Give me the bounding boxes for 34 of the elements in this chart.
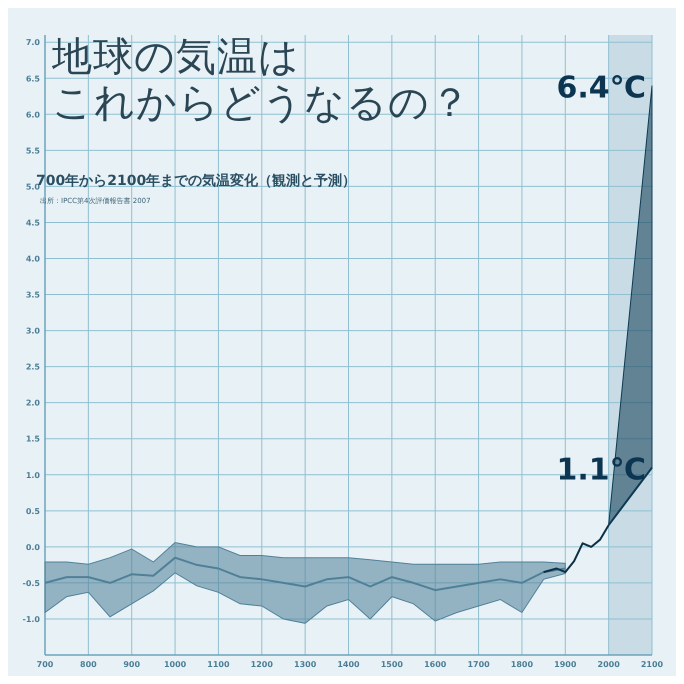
x-tick-label: 1500 <box>380 660 404 669</box>
y-tick-label: 2.5 <box>26 362 40 372</box>
y-tick-label: 2.0 <box>26 398 40 408</box>
x-tick-label: 1700 <box>467 660 490 669</box>
annotation: 6.4℃ <box>556 70 646 106</box>
text: 地球の気温はこれからどうなるの？ <box>52 34 472 126</box>
x-tick-label: 800 <box>80 660 98 669</box>
x-tick-label: 1800 <box>510 660 534 669</box>
y-tick-label: 7.0 <box>26 38 40 48</box>
y-tick-label: 1.5 <box>26 434 40 444</box>
y-tick-label: 5.0 <box>26 182 40 192</box>
x-tick-label: 2000 <box>598 660 620 669</box>
x-tick-label: 1600 <box>424 660 447 669</box>
y-tick-label: 4.5 <box>26 218 40 228</box>
y-tick-label: 0.5 <box>26 506 40 516</box>
x-tick-label: 1100 <box>207 660 230 669</box>
x-tick-label: 1900 <box>554 660 577 669</box>
y-tick-label: 6.0 <box>26 110 40 120</box>
x-tick-label: 900 <box>123 660 140 669</box>
y-tick-label: 6.5 <box>26 74 40 84</box>
x-tick-label: 1000 <box>164 660 187 669</box>
y-tick-label: -1.0 <box>22 614 40 624</box>
y-tick-label: 4.0 <box>26 254 40 264</box>
y-tick-label: 0.0 <box>26 542 40 552</box>
x-tick-label: 1200 <box>250 660 274 669</box>
y-tick-label: 5.5 <box>26 146 40 156</box>
y-tick-label: -0.5 <box>22 578 40 588</box>
y-tick-label: 3.5 <box>26 290 40 300</box>
x-tick-label: 1400 <box>337 660 360 669</box>
y-tick-label: 3.0 <box>26 326 40 336</box>
x-tick-label: 2100 <box>640 660 664 669</box>
x-tick-label: 1300 <box>294 660 317 669</box>
x-tick-label: 700 <box>36 660 54 669</box>
y-tick-label: 1.0 <box>26 470 40 480</box>
